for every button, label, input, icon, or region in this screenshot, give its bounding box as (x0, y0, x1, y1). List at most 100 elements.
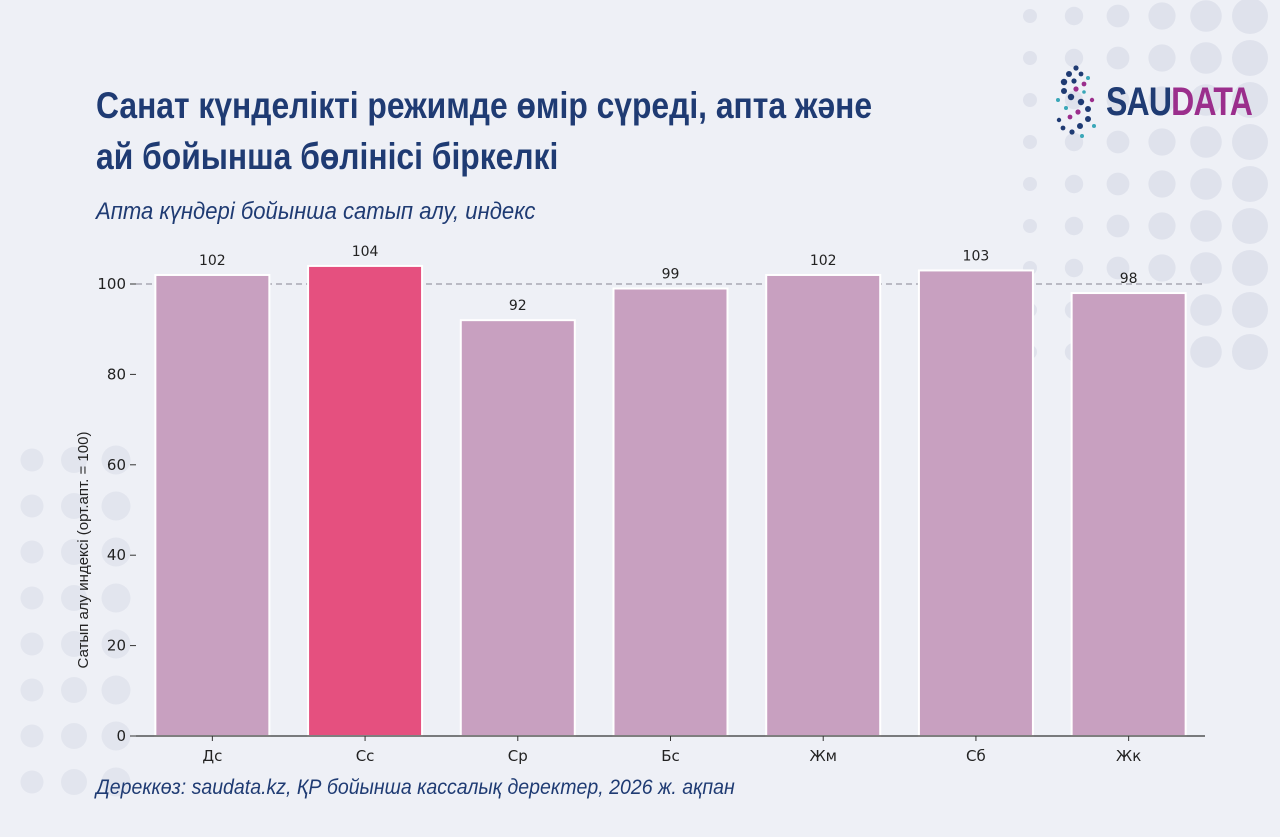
background-dot (61, 539, 87, 565)
y-tick-label: 60 (107, 456, 126, 474)
saudata-logo-icon (1056, 65, 1096, 138)
y-tick-label: 80 (107, 365, 126, 383)
background-dot (101, 767, 131, 797)
background-dot (20, 586, 44, 610)
x-tick-label: Бс (661, 747, 680, 765)
background-dot (1190, 42, 1222, 74)
background-dot (20, 540, 44, 564)
background-dot (101, 583, 131, 613)
background-dot (1148, 86, 1176, 114)
bar-Сс (307, 264, 424, 737)
background-dot (20, 448, 44, 472)
background-dot (1106, 4, 1130, 28)
background-dot (1232, 208, 1268, 244)
background-dot (1023, 135, 1037, 149)
background-dot (61, 585, 87, 611)
y-tick-label: 40 (107, 546, 126, 564)
x-tick-label: Жк (1116, 747, 1141, 765)
background-dot (1190, 336, 1222, 368)
background-dot (1232, 124, 1268, 160)
background-dot (61, 493, 87, 519)
background-dot (1232, 40, 1268, 76)
data-label: 99 (662, 267, 680, 283)
background-dot (1148, 44, 1176, 72)
background-dot (101, 721, 131, 751)
background-dot (61, 769, 87, 795)
background-dot (1190, 126, 1222, 158)
background-dot (1232, 166, 1268, 202)
background-dot (1064, 174, 1084, 194)
background-dot (61, 723, 87, 749)
background-dot (1064, 132, 1084, 152)
background-dot (1023, 9, 1037, 23)
bar-Ср (459, 319, 576, 737)
background-dot (1023, 219, 1037, 233)
bar-Жм (765, 273, 882, 737)
background-dot (1064, 48, 1084, 68)
background-dot (1023, 51, 1037, 65)
background-dot (1106, 130, 1130, 154)
chart-subtitle: Апта күндері бойынша сатып алу, индекс (96, 198, 536, 225)
background-dot (1148, 254, 1176, 282)
background-dot (20, 632, 44, 656)
background-dot (1190, 84, 1222, 116)
y-tick-label: 0 (116, 727, 126, 745)
title-line-1: Санат күнделікті режимде өмір сүреді, ап… (96, 85, 873, 126)
background-dot (1064, 216, 1084, 236)
background-dot (1106, 214, 1130, 238)
background-dot (1190, 210, 1222, 242)
background-dot (1148, 212, 1176, 240)
background-dot (20, 770, 44, 794)
saudata-logo-text: SAUDATA (1106, 80, 1253, 124)
data-label: 98 (1120, 271, 1138, 287)
background-dot (1232, 250, 1268, 286)
bar-Дс (154, 273, 271, 737)
background-dot (61, 631, 87, 657)
x-tick-label: Жм (809, 747, 836, 765)
background-dot (1148, 170, 1176, 198)
background-dot (101, 537, 131, 567)
background-dot (1190, 168, 1222, 200)
data-label: 104 (352, 244, 379, 260)
background-dot (1106, 88, 1130, 112)
source-footnote: Дереккөз: saudata.kz, ҚР бойынша кассалы… (96, 776, 735, 799)
bar-Бс (612, 287, 729, 737)
background-dot (1023, 177, 1037, 191)
background-dot (101, 675, 131, 705)
y-tick-label: 20 (107, 637, 126, 655)
page-title: Санат күнделікті режимде өмір сүреді, ап… (96, 80, 873, 182)
bar-Жк (1070, 292, 1187, 737)
background-dot (101, 629, 131, 659)
background-dot (1023, 93, 1037, 107)
x-tick-label: Сб (966, 747, 986, 765)
x-tick-label: Ср (508, 747, 528, 765)
background-dot (20, 494, 44, 518)
logo-part-data: DATA (1171, 80, 1253, 124)
background-dot (1148, 2, 1176, 30)
background-dot (1232, 0, 1268, 34)
background-dot (20, 678, 44, 702)
x-tick-label: Дс (202, 747, 222, 765)
background-dot (20, 724, 44, 748)
title-line-2: ай бойынша бөлінісі біркелкі (96, 136, 559, 177)
background-dot (1148, 128, 1176, 156)
background-dot (101, 491, 131, 521)
background-dot (1232, 334, 1268, 370)
background-dot (101, 445, 131, 475)
background-dot (1106, 256, 1130, 280)
y-axis-label: Сатып алу индексі (орт.апт. = 100) (75, 432, 92, 669)
bar-Сб (917, 269, 1034, 737)
y-tick-label: 100 (97, 275, 126, 293)
background-dot (1064, 258, 1084, 278)
background-dot (1190, 252, 1222, 284)
data-label: 103 (963, 248, 990, 264)
data-label: 102 (810, 253, 837, 269)
background-dot (1064, 6, 1084, 26)
background-dot (1190, 294, 1222, 326)
background-dot (1232, 292, 1268, 328)
background-dot (1106, 46, 1130, 70)
background-dot (61, 677, 87, 703)
background-dot (1190, 0, 1222, 32)
logo-part-sau: SAU (1106, 80, 1172, 124)
